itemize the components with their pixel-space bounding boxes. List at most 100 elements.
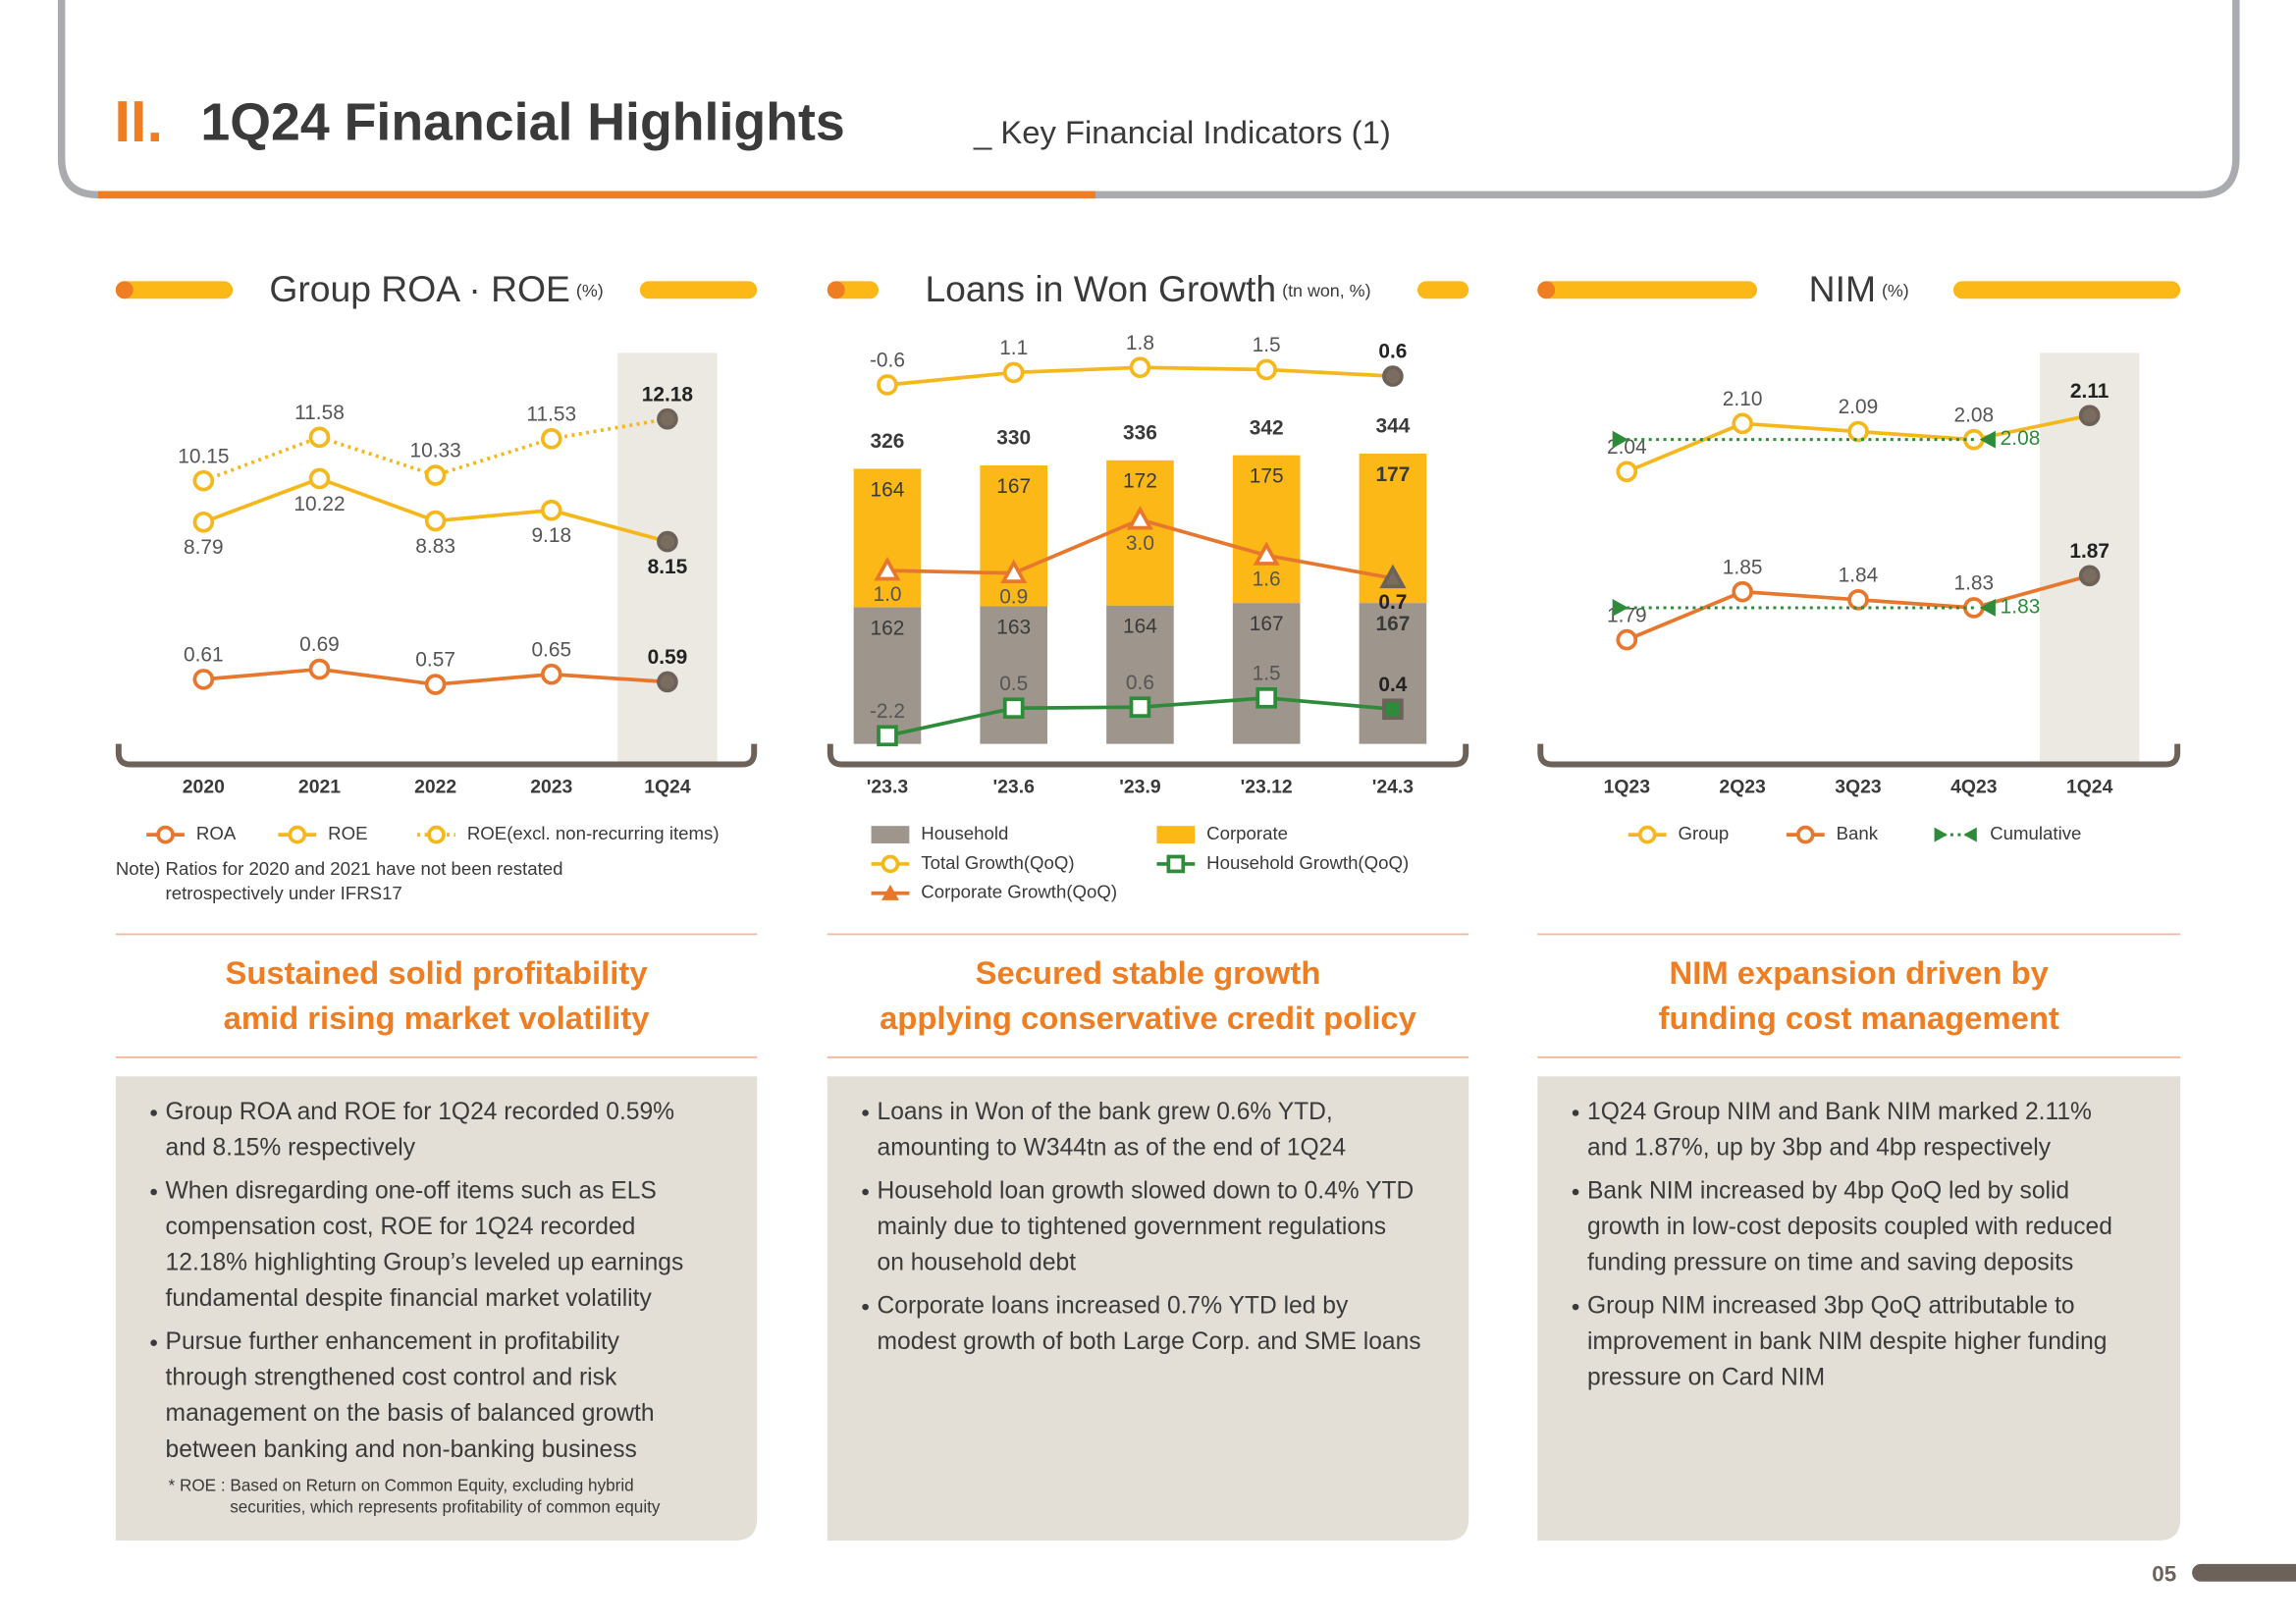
bullet	[150, 1339, 157, 1346]
bullet-text: 1Q24 Group NIM and Bank NIM marked 2.11%	[1587, 1099, 2092, 1125]
x-tick-label: 1Q24	[644, 777, 691, 798]
headline: Sustained solid profitability	[225, 954, 648, 991]
legend-label: ROE	[328, 823, 367, 843]
value-label: -0.6	[870, 350, 905, 372]
cumulative-end	[1979, 599, 1996, 617]
value-label: 0.61	[184, 644, 224, 667]
bar	[853, 607, 922, 744]
bar	[853, 468, 922, 608]
x-tick-label: '23.9	[1119, 777, 1161, 798]
bar-value-label: 164	[1123, 616, 1157, 638]
data-point	[424, 674, 447, 695]
value-label: 9.18	[531, 524, 571, 547]
chart-note: Note) Ratios for 2020 and 2021 have not …	[116, 858, 563, 879]
x-tick-label: 2020	[183, 777, 225, 798]
value-label: 11.53	[526, 404, 576, 426]
text-box	[827, 1076, 1469, 1541]
chart-unit: (tn won, %)	[1282, 281, 1370, 300]
cumulative-start	[1612, 430, 1629, 449]
data-point	[877, 374, 898, 396]
value-label: 0.69	[299, 633, 340, 656]
legend-marker	[881, 854, 900, 874]
data-point	[1847, 420, 1869, 443]
data-point	[1732, 580, 1753, 603]
x-tick-label: '23.12	[1241, 777, 1293, 798]
data-point	[657, 671, 678, 693]
bar	[1232, 455, 1301, 604]
value-label: 1.85	[1723, 556, 1763, 578]
value-label: 0.59	[648, 646, 688, 669]
bullet	[1572, 1303, 1579, 1311]
bar-value-label: 175	[1250, 465, 1284, 488]
bullet-text: through strengthened cost control and ri…	[166, 1365, 617, 1391]
bullet-text: amounting to W344tn as of the end of 1Q2…	[878, 1135, 1347, 1162]
data-point	[1129, 356, 1151, 379]
total-label: 344	[1375, 415, 1410, 438]
bullet-text: pressure on Card NIM	[1587, 1365, 1825, 1391]
axis-bracket	[115, 743, 758, 768]
bullet-text: Corporate loans increased 0.7% YTD led b…	[878, 1293, 1349, 1320]
data-point	[1616, 628, 1638, 651]
value-label: 1.84	[1839, 564, 1879, 586]
legend-marker	[288, 825, 307, 844]
bullet	[862, 1303, 869, 1311]
value-label: 2.10	[1723, 388, 1763, 410]
bar-value-label: 177	[1375, 463, 1410, 486]
x-tick-label: 2022	[414, 777, 456, 798]
bar	[980, 606, 1048, 744]
chart-title: NIM (%)	[1809, 268, 1909, 309]
value-label: 10.33	[410, 440, 461, 462]
legend-label: Household Growth(QoQ)	[1206, 852, 1409, 873]
headline: amid rising market volatility	[224, 1000, 651, 1036]
data-point	[540, 663, 562, 685]
bullet-text: and 8.15% respectively	[166, 1135, 416, 1162]
data-point	[1379, 564, 1407, 589]
value-label: 1.1	[999, 337, 1028, 359]
data-point	[1382, 698, 1404, 721]
x-tick-label: '24.3	[1372, 777, 1415, 798]
data-point	[1732, 412, 1753, 435]
axis-bracket	[1537, 743, 2181, 768]
bullet-text: Group ROA and ROE for 1Q24 recorded 0.59…	[166, 1099, 675, 1125]
bullet-text: When disregarding one-off items such as …	[166, 1178, 657, 1205]
footnote: securities, which represents profitabili…	[230, 1497, 661, 1517]
section-number: II.	[114, 88, 163, 154]
bullet-text: Household loan growth slowed down to 0.4…	[878, 1178, 1415, 1205]
chart-title: Loans in Won Growth (tn won, %)	[925, 268, 1370, 309]
bullet	[150, 1188, 157, 1196]
data-point	[1255, 686, 1277, 709]
page-title: 1Q24 Financial Highlights	[200, 92, 844, 151]
value-label: 3.0	[1126, 532, 1154, 555]
value-label: 8.15	[648, 556, 688, 578]
data-point	[540, 428, 562, 450]
data-point	[1002, 361, 1025, 384]
headline: funding cost management	[1659, 1000, 2059, 1036]
legend-label: Corporate	[1206, 823, 1288, 843]
title-dot	[115, 281, 133, 299]
value-label: 2.09	[1839, 396, 1879, 418]
value-label: 1.5	[1253, 334, 1281, 356]
data-point	[308, 426, 331, 449]
data-point	[874, 556, 901, 581]
title-bar	[1952, 281, 2181, 299]
bullet-text: fundamental despite financial market vol…	[166, 1285, 653, 1312]
legend-marker	[1934, 827, 1948, 842]
chart-unit: (%)	[1882, 281, 1909, 300]
data-point	[1000, 559, 1028, 583]
value-label: 0.7	[1378, 591, 1407, 614]
total-label: 326	[871, 430, 905, 453]
legend-label: ROE(excl. non-recurring items)	[467, 823, 720, 843]
bar-value-label: 167	[1375, 613, 1410, 635]
value-label: 0.6	[1378, 341, 1407, 363]
data-point	[1847, 589, 1869, 611]
chart-note: retrospectively under IFRS17	[166, 883, 402, 903]
legend-swatch	[871, 826, 910, 844]
legend-swatch	[1156, 826, 1196, 844]
cumulative-label: 2.08	[2001, 427, 2041, 450]
value-label: 1.8	[1126, 332, 1154, 354]
bullet	[1572, 1188, 1579, 1196]
legend-marker	[1166, 854, 1186, 874]
legend-marker	[1795, 825, 1815, 844]
legend-marker	[427, 825, 446, 844]
page-number: 05	[2152, 1562, 2176, 1587]
